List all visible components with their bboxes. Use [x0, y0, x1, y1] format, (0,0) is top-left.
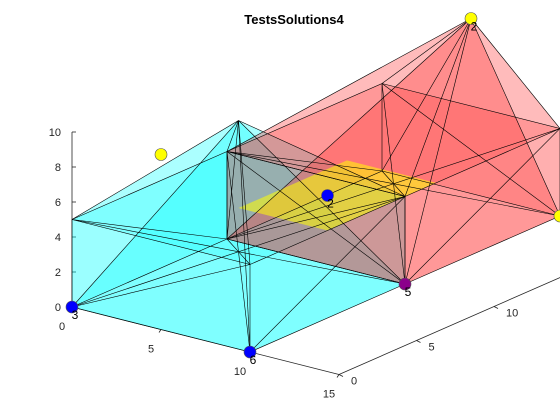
y-tick-mark [493, 306, 499, 309]
vertex-marker [464, 12, 478, 25]
solid-red-apex-edge [381, 18, 472, 84]
x-tick-label: 5 [148, 344, 154, 356]
solid-cyan-edge [71, 219, 251, 265]
vertex-marker [243, 345, 257, 359]
solid-cyan-edge [71, 219, 228, 240]
vertex-label: 6 [250, 353, 257, 367]
solid-red-edge [226, 151, 406, 197]
solid-cyan-apex-edge [238, 120, 251, 353]
solid-cyan-edge [249, 196, 406, 353]
z-tick-label: 4 [55, 232, 61, 244]
solid-red-edge [226, 196, 406, 240]
solid-red-apex-edge [404, 18, 472, 197]
x-tick-label: 10 [234, 366, 246, 378]
solid-red-face [227, 83, 560, 197]
solid-red-edge [226, 151, 383, 172]
vertex-marker [65, 300, 79, 314]
solid-cyan-face [72, 239, 405, 352]
solid-cyan-edge [71, 238, 228, 308]
solid-cyan-edge [249, 283, 406, 353]
solid-red-apex-edge [381, 18, 472, 172]
solid-red-edge [381, 170, 406, 197]
y-tick-mark [416, 340, 421, 343]
x-tick-mark [336, 374, 340, 378]
solid-cyan-apex-edge [238, 120, 406, 197]
solid-red-face [227, 171, 560, 284]
solid-red-apex-edge [226, 18, 472, 240]
y-tick-label: 10 [506, 308, 518, 320]
solid-red-edge [404, 128, 560, 197]
solid-red-edge [404, 215, 560, 285]
solid-cyan-apex-edge [71, 120, 239, 308]
solid-cyan-edge [226, 238, 251, 265]
solid-red-edge [226, 170, 383, 240]
z-tick-label: 10 [49, 127, 61, 139]
y-tick-label: 0 [351, 376, 357, 388]
solid-red-pyramid-face [382, 18, 560, 216]
solid-cyan-edge [71, 151, 228, 220]
y-tick-label: 5 [429, 342, 435, 354]
solid-cyan-apex-edge [71, 120, 239, 220]
solid-cyan-apex-edge [226, 120, 239, 152]
solid-red-edge [226, 83, 383, 152]
vertex-marker [398, 277, 412, 291]
vertex-marker [553, 209, 560, 223]
chart-title: TestsSolutions4 [244, 12, 344, 27]
z-tick-label: 0 [55, 302, 61, 314]
solid-red-apex-edge [470, 18, 560, 129]
vertex-marker [154, 148, 168, 161]
solid-red-pyramid-face [405, 18, 560, 197]
x-tick-label: 15 [323, 389, 335, 401]
solid-cyan-apex-edge [226, 120, 239, 240]
z-tick-label: 8 [55, 162, 61, 174]
solid-cyan-apex-edge [238, 120, 406, 285]
vertex-label: 5 [405, 285, 412, 299]
solid-cyan-pyramid-face [72, 120, 250, 265]
z-tick-label: 6 [55, 197, 61, 209]
vertex-marker [321, 189, 334, 202]
solid-red-edge [226, 238, 406, 285]
solid-cyan-edge [71, 264, 251, 308]
solid-cyan-edge [71, 306, 251, 353]
vertex-markers: 362625 [65, 12, 560, 367]
vertex-label: 3 [72, 308, 79, 322]
intersection-face [238, 160, 436, 231]
solid-faces [72, 18, 560, 352]
vertex-label: 2 [327, 197, 334, 211]
solid-red-pyramid-face [382, 18, 560, 129]
x-tick-mark [158, 329, 162, 333]
solid-red-apex-edge [226, 18, 472, 152]
solid-red-edge [404, 128, 560, 285]
solid-cyan-pyramid-face [238, 120, 405, 352]
solid-red-apex-edge [404, 18, 472, 285]
solid-red-edge [381, 83, 560, 129]
y-tick-mark [338, 374, 344, 377]
solid-edges [71, 18, 560, 353]
vertex-label: 2 [471, 20, 478, 34]
solid-red-edge [381, 83, 560, 217]
solid-red-apex-edge [470, 18, 560, 217]
z-tick-label: 2 [55, 267, 61, 279]
solid-red-pyramid-face [405, 18, 560, 284]
solid-cyan-edge [249, 196, 406, 265]
solid-cyan-pyramid-face [72, 120, 250, 352]
x-tick-label: 0 [59, 321, 65, 333]
